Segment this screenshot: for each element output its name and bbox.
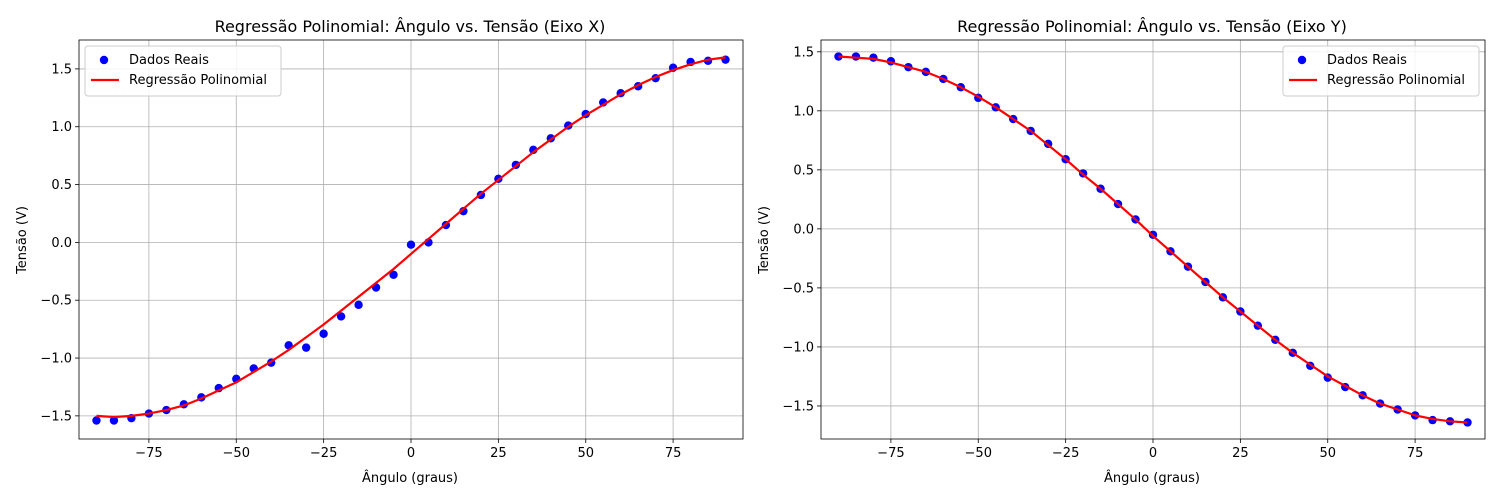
y-tick-label: 1.0 — [51, 120, 72, 135]
y-tick-label: −1.0 — [782, 340, 814, 355]
y-tick-label: −1.5 — [40, 409, 72, 424]
x-tick-label: 75 — [665, 446, 682, 461]
legend-label-dados-reais: Dados Reais — [129, 53, 209, 68]
y-tick-label: 0.5 — [793, 163, 814, 178]
chart-eixo-y: Regressão Polinomial: Ângulo vs. Tensão … — [757, 17, 1486, 486]
legend: Dados Reais Regressão Polinomial — [1282, 45, 1480, 97]
data-point — [336, 312, 346, 321]
y-tick-label: 1.0 — [793, 104, 814, 119]
x-tick-label: −50 — [965, 446, 992, 461]
x-tick-label: 25 — [490, 446, 507, 461]
x-tick-label: 75 — [1407, 446, 1424, 461]
legend-marker-dados-reais — [99, 55, 109, 65]
data-point — [389, 270, 398, 279]
y-tick-label: 0.0 — [793, 222, 814, 237]
y-axis-label: Tensão (V) — [757, 206, 772, 275]
legend-label-regressao: Regressão Polinomial — [1327, 73, 1465, 88]
data-point — [406, 240, 416, 249]
y-tick-label: −1.5 — [782, 399, 814, 414]
data-point — [92, 416, 101, 425]
y-tick-label: 0.0 — [51, 236, 72, 251]
x-tick-label: 50 — [577, 446, 594, 461]
x-axis-label: Ângulo (graus) — [1104, 470, 1200, 486]
regression-line — [838, 55, 1468, 424]
y-tick-label: 1.5 — [793, 45, 814, 60]
regression-line — [96, 56, 726, 419]
chart-eixo-x: Regressão Polinomial: Ângulo vs. Tensão … — [15, 17, 744, 486]
legend-marker-dados-reais — [1297, 55, 1307, 65]
x-tick-label: −25 — [1052, 446, 1079, 461]
y-tick-label: 1.5 — [51, 62, 72, 77]
x-tick-label: 50 — [1319, 446, 1336, 461]
plot-frame — [78, 39, 744, 440]
x-axis-label: Ângulo (graus) — [362, 470, 458, 486]
y-tick-label: −0.5 — [782, 281, 814, 296]
x-tick-label: 0 — [1149, 446, 1157, 461]
x-tick-label: 0 — [407, 446, 415, 461]
x-tick-label: −75 — [877, 446, 904, 461]
y-tick-label: −1.0 — [40, 352, 72, 367]
y-tick-label: 0.5 — [51, 178, 72, 193]
legend-label-regressao: Regressão Polinomial — [129, 73, 267, 88]
legend-label-dados-reais: Dados Reais — [1327, 53, 1407, 68]
data-point — [319, 329, 328, 338]
x-tick-label: −50 — [223, 446, 250, 461]
y-axis-label: Tensão (V) — [15, 206, 30, 275]
data-point — [301, 343, 311, 352]
legend: Dados Reais Regressão Polinomial — [84, 45, 282, 97]
plot-frame — [820, 39, 1486, 440]
chart-title: Regressão Polinomial: Ângulo vs. Tensão … — [957, 17, 1347, 36]
y-tick-label: −0.5 — [40, 294, 72, 309]
x-tick-label: −25 — [310, 446, 337, 461]
data-point — [354, 300, 363, 310]
x-tick-label: 25 — [1232, 446, 1249, 461]
chart-title: Regressão Polinomial: Ângulo vs. Tensão … — [215, 17, 606, 36]
data-point — [109, 416, 119, 425]
legend-box — [1282, 45, 1480, 97]
x-tick-label: −75 — [135, 446, 162, 461]
legend-box — [84, 45, 282, 97]
data-point — [459, 206, 468, 216]
